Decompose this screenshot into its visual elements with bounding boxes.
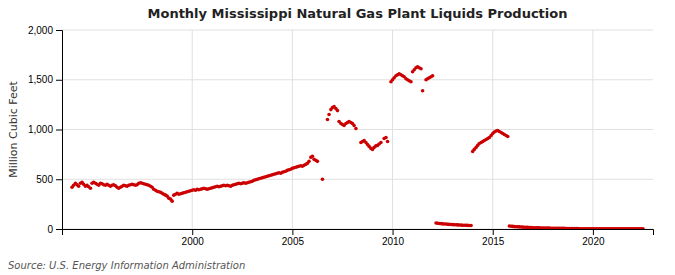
y-tick-mark: [56, 179, 62, 180]
point: [327, 113, 331, 117]
point: [316, 160, 320, 164]
x-tick-label: 2000: [182, 236, 205, 247]
x-tick-mark: [493, 229, 494, 235]
points: [70, 65, 645, 229]
y-grid-line: [62, 179, 653, 180]
point: [469, 224, 473, 228]
point: [506, 135, 510, 139]
x-tick: 2015: [482, 229, 505, 247]
y-tick-label: 2,000: [28, 25, 53, 36]
y-tick: 0: [47, 224, 62, 235]
x-tick-mark: [393, 229, 394, 235]
point: [379, 141, 383, 145]
x-tick: 2005: [282, 229, 305, 247]
x-tick-mark: [593, 229, 594, 235]
chart: 2000 2005 2010 2015 2020 0 500 1,000 1,500 2,000 M…: [0, 0, 675, 275]
y-tick-mark: [56, 80, 62, 81]
point: [409, 80, 413, 84]
point: [307, 160, 311, 164]
x-tick-mark: [292, 229, 293, 235]
y-grid-line: [62, 30, 653, 31]
x-grid-line: [392, 30, 393, 229]
x-tick-mark: [192, 229, 193, 235]
point: [386, 140, 390, 144]
point: [421, 89, 425, 93]
x-grid-line: [492, 30, 493, 229]
y-axis-line: [56, 31, 63, 230]
x-axis-line: [63, 230, 654, 236]
title: Monthly Mississippi Natural Gas Plant Li…: [148, 6, 568, 21]
point: [321, 177, 325, 181]
y-tick-mark: [56, 130, 62, 131]
y-tick-mark: [56, 30, 62, 31]
point: [384, 136, 388, 140]
x-tick-label: 2010: [382, 236, 405, 247]
x-grid-line: [592, 30, 593, 229]
point: [641, 227, 645, 229]
point: [352, 124, 356, 128]
y-axis-title: Million Cubic Feet: [7, 80, 20, 177]
y-tick-label: 1,500: [28, 74, 53, 85]
y-grid-line: [62, 79, 653, 80]
y-tick-mark: [56, 229, 62, 230]
plot-area: 2000 2005 2010 2015 2020 0 500 1,000 1,500 2,000: [28, 25, 654, 247]
y-tick: 2,000: [28, 25, 62, 36]
point: [354, 127, 358, 131]
point: [419, 67, 423, 71]
y-tick: 1,000: [28, 124, 62, 135]
x-grid-line: [292, 30, 293, 229]
x-tick: 2000: [182, 229, 205, 247]
x-tick-label: 2020: [582, 236, 605, 247]
y-tick: 1,500: [28, 74, 62, 85]
source-note: Source: U.S. Energy Information Administ…: [8, 260, 245, 271]
y-tick-label: 500: [36, 174, 53, 185]
point: [336, 109, 340, 113]
point: [431, 74, 435, 78]
x-tick-label: 2015: [482, 236, 505, 247]
y-tick: 500: [36, 174, 62, 185]
x-tick-label: 2005: [282, 236, 305, 247]
x-axis: 2000 2005 2010 2015 2020: [63, 229, 654, 247]
point: [170, 199, 174, 203]
x-tick: 2020: [582, 229, 605, 247]
point: [89, 186, 93, 190]
y-axis: 0 500 1,000 1,500 2,000: [28, 25, 63, 235]
point: [77, 184, 81, 188]
grid: [62, 30, 653, 229]
x-grid-line: [192, 30, 193, 229]
point: [326, 118, 330, 122]
x-tick: 2010: [382, 229, 405, 247]
y-tick-label: 0: [47, 224, 53, 235]
y-tick-label: 1,000: [28, 124, 53, 135]
